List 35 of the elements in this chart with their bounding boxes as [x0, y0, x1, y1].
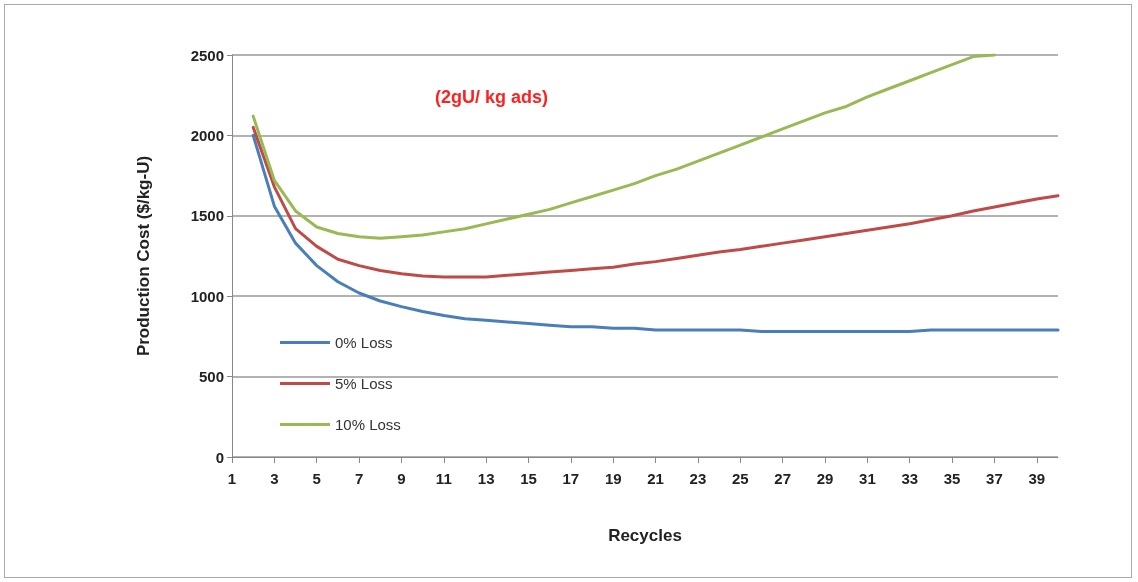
x-tick-label: 31	[859, 470, 876, 487]
x-tick-label: 5	[312, 470, 321, 487]
x-tick-label: 7	[354, 470, 364, 487]
x-tick-label: 15	[520, 470, 537, 487]
y-tick-label: 500	[198, 368, 224, 386]
line-series	[251, 53, 996, 240]
x-tick-label: 29	[816, 470, 834, 487]
x-tick-label: 39	[1028, 470, 1046, 487]
x-tick-label: 9	[397, 470, 406, 487]
line-series	[251, 125, 1060, 279]
y-tick-label: 0	[215, 448, 224, 466]
legend-label: 0% Loss	[335, 334, 393, 351]
x-tick-label: 25	[731, 470, 749, 487]
annotation: (2gU/ kg ads)	[435, 87, 549, 107]
y-tick-label: 1500	[190, 207, 224, 225]
x-tick-label: 17	[562, 470, 580, 487]
x-tick-label: 37	[986, 470, 1003, 487]
y-tick-label: 2500	[190, 46, 224, 64]
x-tick-label: 35	[943, 470, 961, 487]
x-tick-label: 11	[435, 470, 452, 487]
x-tick-label: 13	[477, 470, 495, 487]
x-tick-label: 1	[227, 470, 237, 487]
y-axis-title: Production Cost ($/kg-U)	[134, 155, 153, 357]
x-tick-label: 23	[689, 470, 707, 487]
x-axis-title: Recycles	[608, 526, 682, 545]
y-tick-label: 2000	[190, 126, 224, 144]
x-tick-label: 3	[270, 470, 279, 487]
x-tick-label: 27	[774, 470, 792, 487]
x-tick-label: 21	[647, 470, 664, 487]
legend-label: 10% Loss	[335, 416, 401, 433]
line-series	[251, 133, 1060, 334]
x-tick-label: 33	[901, 470, 919, 487]
x-tick-label: 19	[604, 470, 622, 487]
legend-label: 5% Loss	[335, 375, 393, 392]
y-tick-label: 1000	[190, 287, 224, 305]
